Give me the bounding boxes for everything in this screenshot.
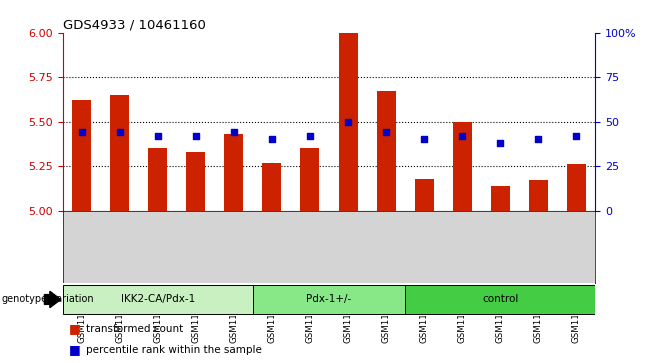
Text: Pdx-1+/-: Pdx-1+/- — [307, 294, 351, 305]
Point — [228, 129, 239, 135]
Point — [266, 136, 277, 142]
Bar — [415, 179, 434, 211]
FancyArrow shape — [44, 291, 61, 308]
Point — [153, 133, 163, 139]
Bar — [110, 95, 129, 211]
Text: GDS4933 / 10461160: GDS4933 / 10461160 — [63, 19, 205, 32]
Bar — [72, 100, 91, 211]
Point — [114, 129, 125, 135]
Bar — [253, 285, 405, 314]
Bar — [453, 122, 472, 211]
Text: ■: ■ — [69, 322, 81, 335]
Point — [457, 133, 467, 139]
Bar — [376, 91, 395, 211]
Text: control: control — [482, 294, 519, 305]
Point — [495, 140, 505, 146]
Point — [191, 133, 201, 139]
Text: percentile rank within the sample: percentile rank within the sample — [86, 345, 261, 355]
Point — [419, 136, 430, 142]
Text: ■: ■ — [69, 343, 81, 356]
Point — [76, 129, 87, 135]
Bar — [148, 148, 167, 211]
Bar — [224, 134, 243, 211]
Bar — [338, 33, 357, 211]
Bar — [567, 164, 586, 211]
Point — [571, 133, 582, 139]
Bar — [63, 285, 253, 314]
Point — [381, 129, 392, 135]
Text: genotype/variation: genotype/variation — [1, 294, 94, 305]
Point — [343, 119, 353, 125]
Point — [533, 136, 544, 142]
Point — [305, 133, 315, 139]
Bar — [186, 152, 205, 211]
Bar — [491, 185, 510, 211]
Text: IKK2-CA/Pdx-1: IKK2-CA/Pdx-1 — [120, 294, 195, 305]
Bar — [529, 180, 548, 211]
Bar — [263, 163, 282, 211]
Bar — [301, 148, 320, 211]
Text: transformed count: transformed count — [86, 324, 183, 334]
Bar — [405, 285, 595, 314]
